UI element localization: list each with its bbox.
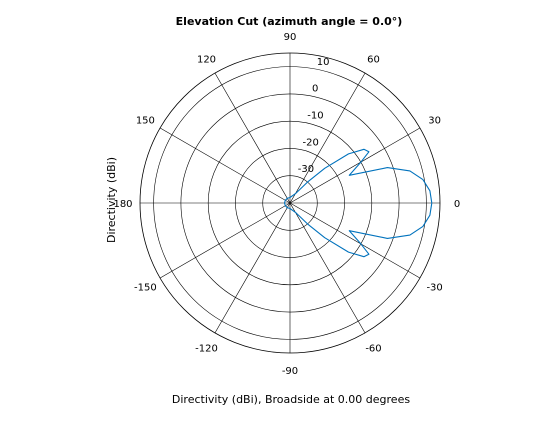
polar-grid: [139, 52, 441, 354]
pattern-series: [283, 148, 433, 258]
angle-tick-label: -150: [134, 283, 157, 294]
chart-title: Elevation Cut (azimuth angle = 0.0°): [176, 15, 403, 28]
angle-tick-label: 90: [284, 32, 297, 43]
angle-tick-label: -30: [426, 283, 442, 294]
angle-tick-label: -120: [195, 344, 218, 355]
pattern-line: [283, 148, 433, 258]
angle-tick-label: 180: [113, 199, 132, 210]
radial-tick-label: -20: [303, 137, 319, 148]
angle-tick-label: 150: [136, 116, 155, 127]
angle-tick-label: 120: [197, 54, 216, 65]
y-axis-label: Directivity (dBi): [105, 157, 118, 243]
grid-spoke: [159, 127, 421, 279]
angle-tick-label: 30: [428, 116, 441, 127]
angle-tick-label: -90: [282, 366, 298, 377]
angle-tick-label: 60: [367, 54, 380, 65]
radial-tick-label: 10: [317, 57, 330, 68]
tick-labels: 0 30 60 90 120 150 180 -150 -120 -90 -60 -30 -30 -20 -…: [113, 32, 460, 377]
radial-tick-label: -30: [298, 164, 314, 175]
radial-tick-label: 0: [312, 84, 318, 95]
angle-tick-label: 0: [454, 199, 460, 210]
radial-tick-label: -10: [307, 111, 323, 122]
x-axis-label: Directivity (dBi), Broadside at 0.00 deg…: [172, 393, 410, 406]
angle-tick-label: -60: [365, 344, 381, 355]
